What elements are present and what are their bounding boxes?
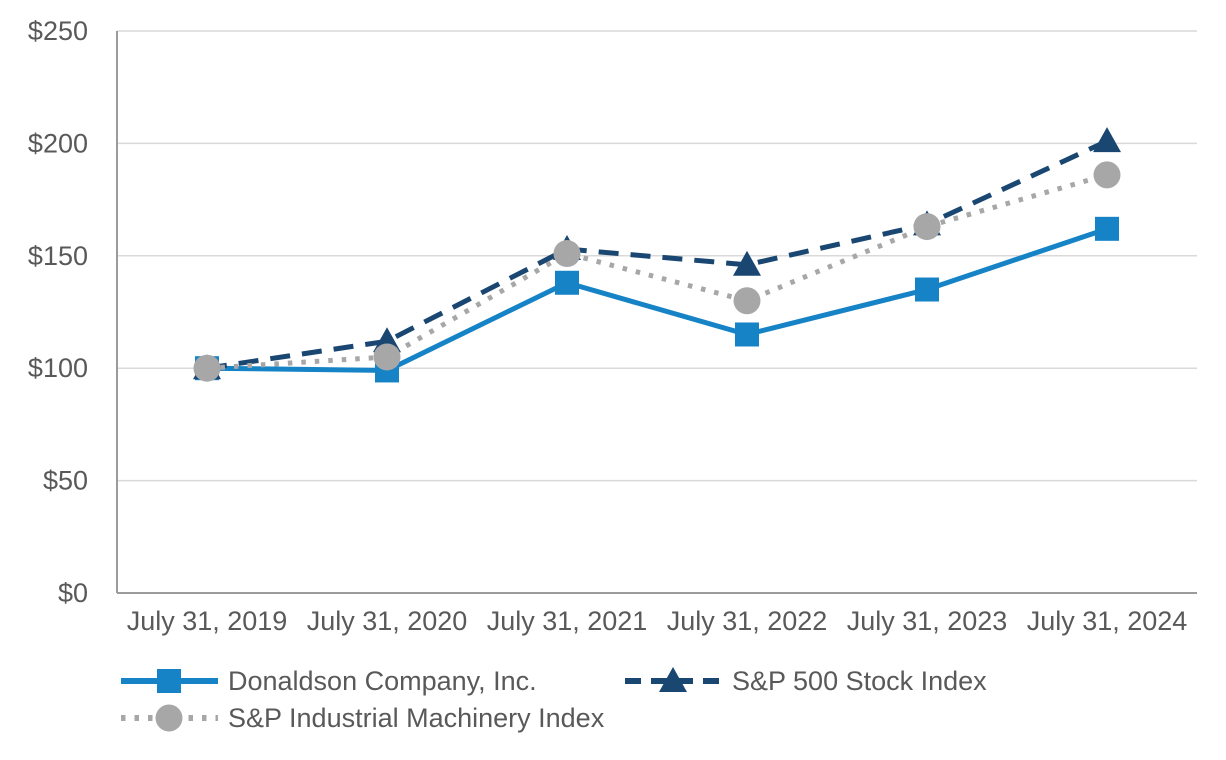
x-axis-tick-label: July 31, 2020 xyxy=(307,606,468,636)
series-2-point-4-circle-marker xyxy=(913,213,941,241)
series-0-point-2-square-marker xyxy=(555,270,579,295)
y-axis-tick-label: $250 xyxy=(28,16,88,46)
series-line-0 xyxy=(206,226,1108,373)
series-2-point-2-circle-marker xyxy=(553,240,581,268)
series-2-point-0-circle-marker xyxy=(193,354,221,382)
series-2-point-3-circle-marker xyxy=(733,287,761,315)
x-axis-tick-label: July 31, 2024 xyxy=(1027,606,1188,636)
x-axis-tick-label: July 31, 2021 xyxy=(487,606,648,636)
series-line-2 xyxy=(206,172,1108,371)
x-axis-tick-label: July 31, 2022 xyxy=(667,606,828,636)
series-0-point-4-square-marker xyxy=(915,277,939,302)
y-axis-tick-label: $50 xyxy=(43,466,88,496)
y-axis-tick-label: $0 xyxy=(58,578,88,608)
x-axis-tick-label: July 31, 2019 xyxy=(127,606,288,636)
series-2-point-1-circle-marker xyxy=(373,343,401,371)
x-axis-tick-label: July 31, 2023 xyxy=(847,606,1008,636)
series-2-point-5-circle-marker xyxy=(1093,161,1121,189)
series-1-point-3-triangle-marker xyxy=(733,250,761,276)
y-axis-tick-label: $100 xyxy=(28,353,88,383)
series-line-1 xyxy=(206,138,1109,371)
y-axis-tick-label: $150 xyxy=(28,241,88,271)
series-0-point-5-square-marker xyxy=(1095,216,1119,241)
series-0-point-3-square-marker xyxy=(735,322,759,347)
y-axis-tick-label: $200 xyxy=(28,128,88,158)
series-1-point-5-triangle-marker xyxy=(1093,127,1121,153)
